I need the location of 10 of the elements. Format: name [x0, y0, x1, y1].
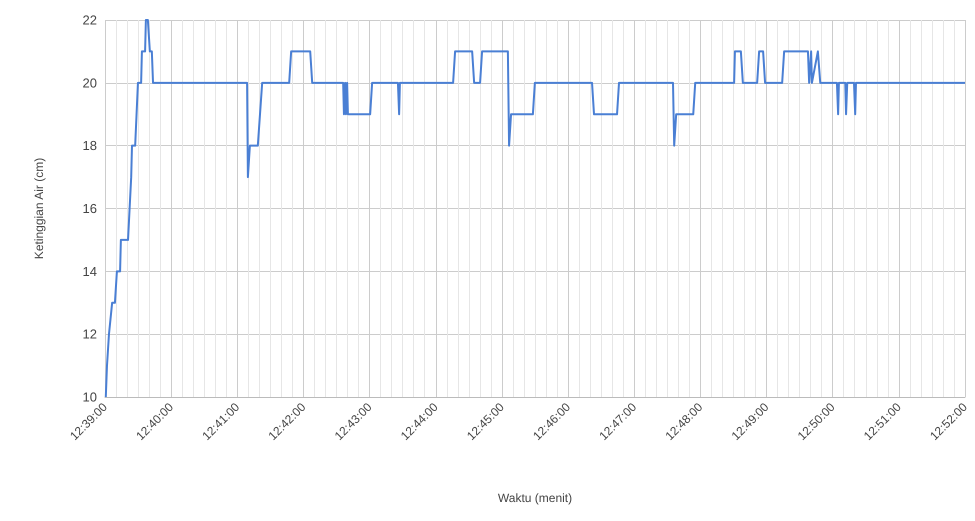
y-tick-label: 16: [82, 201, 97, 216]
line-series: [104, 19, 966, 398]
y-tick-label: 18: [82, 138, 97, 154]
y-axis-title: Ketinggian Air (cm): [32, 158, 46, 260]
y-tick-label: 20: [82, 75, 97, 90]
y-tick-label: 10: [82, 390, 97, 404]
y-tick-label: 14: [82, 264, 97, 279]
y-tick-label: 12: [82, 326, 97, 342]
x-axis-title: Waktu (menit): [498, 491, 572, 505]
y-tick-label: 22: [82, 12, 97, 28]
